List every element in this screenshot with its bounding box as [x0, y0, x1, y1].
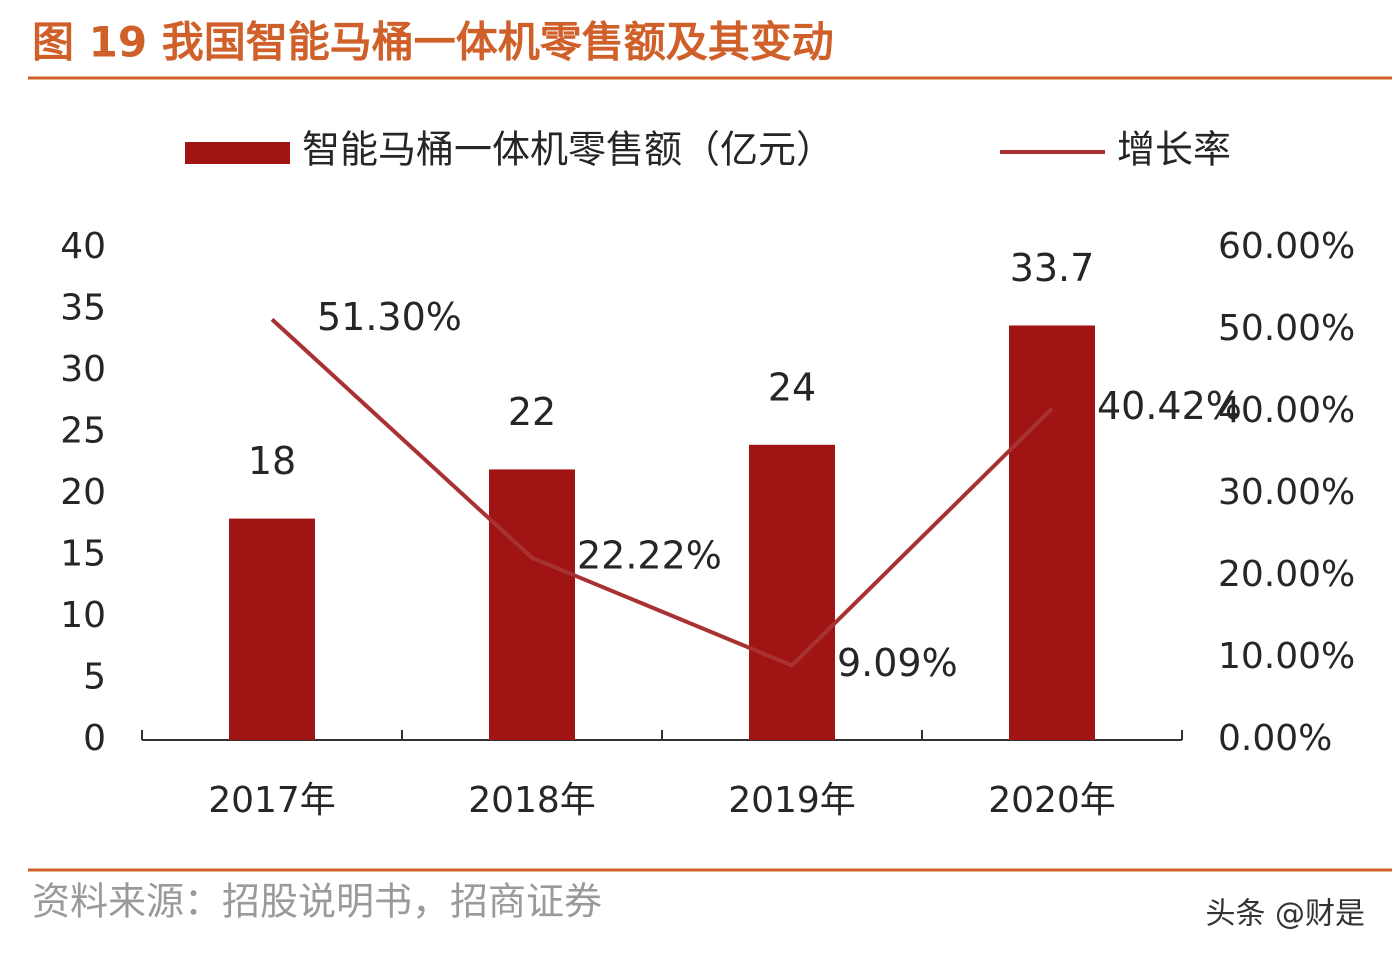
line-value-label: 51.30% — [317, 295, 462, 339]
y2-tick-label: 50.00% — [1218, 308, 1355, 349]
legend-label: 智能马桶一体机零售额（亿元） — [302, 128, 834, 172]
bar-value-label: 33.7 — [1010, 246, 1095, 290]
y-tick-label: 15 — [60, 534, 106, 575]
x-tick-label: 2019年 — [728, 780, 856, 821]
source: 资料来源：招股说明书，招商证券 — [32, 880, 602, 924]
bar-value-label: 22 — [508, 390, 556, 434]
y2-tick-label: 60.00% — [1218, 226, 1355, 267]
bar — [229, 518, 315, 740]
x-tick-label: 2017年 — [208, 780, 336, 821]
line-value-label: 22.22% — [577, 533, 722, 577]
y-tick-label: 40 — [60, 226, 106, 267]
bar — [489, 469, 575, 740]
bar — [1009, 325, 1095, 740]
y-tick-label: 25 — [60, 411, 106, 452]
bar — [749, 444, 835, 740]
y2-tick-label: 40.00% — [1218, 390, 1355, 431]
y2-tick-label: 10.00% — [1218, 636, 1355, 677]
y-tick-label: 20 — [60, 472, 106, 513]
line-value-label: 40.42% — [1097, 384, 1242, 428]
chart-title: 图 19 我国智能马桶一体机零售额及其变动 — [32, 18, 834, 67]
y-tick-label: 5 — [83, 657, 106, 698]
bar-value-label: 18 — [248, 439, 296, 483]
y-tick-label: 35 — [60, 288, 106, 329]
y-tick-label: 10 — [60, 595, 106, 636]
line-value-label: 9.09% — [837, 641, 958, 685]
bar-value-label: 24 — [768, 365, 816, 409]
y2-tick-label: 30.00% — [1218, 472, 1355, 513]
x-tick-label: 2020年 — [988, 780, 1116, 821]
y-tick-label: 0 — [83, 718, 106, 759]
y2-tick-label: 0.00% — [1218, 718, 1332, 759]
y-tick-label: 30 — [60, 349, 106, 390]
x-tick-label: 2018年 — [468, 780, 596, 821]
line — [270, 317, 1054, 668]
y2-tick-label: 20.00% — [1218, 554, 1355, 595]
legend-label: 增长率 — [1117, 128, 1231, 172]
legend-swatch — [185, 142, 290, 164]
watermark: 头条 @财是 — [1205, 897, 1365, 932]
